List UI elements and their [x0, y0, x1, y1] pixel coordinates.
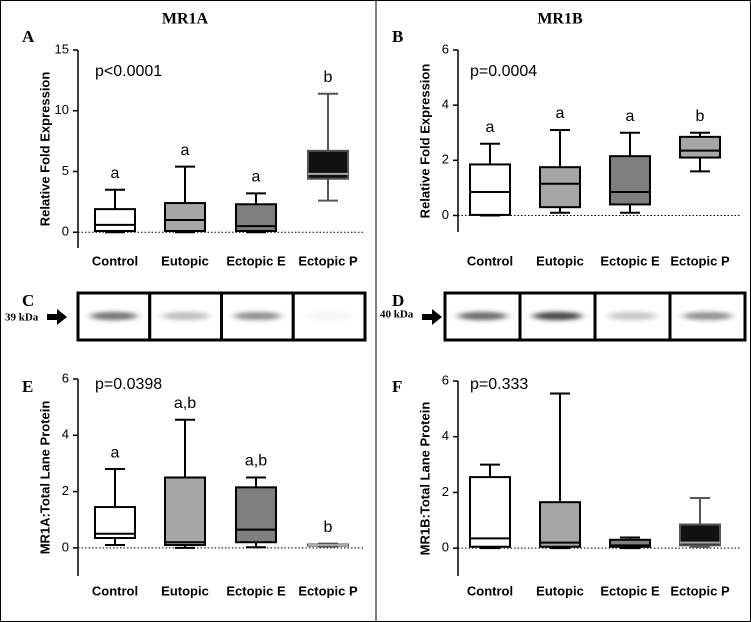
x-tick-label: Ectopic E — [600, 253, 660, 268]
y-tick-label: 5 — [62, 163, 69, 178]
significance-letter: a — [181, 142, 190, 159]
panel-label: E — [22, 377, 33, 396]
box — [164, 476, 206, 547]
panel-label: D — [392, 291, 404, 310]
y-axis-label: MR1B:Total Lane Protein — [417, 402, 432, 556]
significance-letter: a,b — [245, 453, 267, 470]
significance-letter: b — [696, 108, 705, 125]
x-tick-label: Control — [92, 583, 138, 598]
panel-label: B — [392, 27, 403, 46]
y-tick-label: 2 — [442, 152, 449, 167]
y-tick-label: 6 — [62, 370, 69, 385]
x-tick-label: Ectopic P — [670, 253, 730, 268]
y-tick-label: 0 — [62, 224, 69, 239]
blot-band — [90, 312, 138, 320]
box — [679, 523, 721, 547]
box — [94, 208, 136, 232]
panel-title: MR1A — [162, 11, 209, 28]
panel-label: A — [22, 27, 35, 46]
blot-band — [233, 312, 282, 320]
y-tick-label: 0 — [62, 539, 69, 554]
box — [609, 538, 651, 548]
significance-letter: a — [111, 444, 120, 461]
panel-label: F — [392, 377, 402, 396]
y-tick-label: 0 — [442, 207, 449, 222]
y-tick-label: 10 — [55, 102, 69, 117]
blot-band — [532, 312, 583, 320]
x-tick-label: Ectopic E — [226, 253, 286, 268]
y-axis-label: MR1A:Total Lane Protein — [37, 401, 52, 555]
blot-band — [305, 312, 353, 320]
panel-label: C — [22, 291, 34, 310]
significance-letter: a — [626, 108, 635, 125]
y-tick-label: 15 — [55, 41, 69, 56]
significance-letter: b — [324, 519, 333, 536]
box — [469, 476, 511, 548]
marker-label: 39 kDa — [5, 312, 39, 324]
x-tick-label: Eutopic — [536, 583, 584, 598]
significance-letter: a — [556, 105, 565, 122]
p-value: p<0.0001 — [95, 63, 162, 80]
y-axis-label: Relative Fold Expression — [417, 64, 432, 219]
significance-letter: a — [111, 165, 120, 182]
y-tick-label: 6 — [442, 372, 449, 387]
marker-arrow — [422, 309, 442, 325]
y-axis-label: Relative Fold Expression — [37, 72, 52, 227]
x-tick-label: Ectopic E — [600, 583, 660, 598]
p-value: p=0.333 — [470, 376, 528, 393]
marker-arrow — [47, 309, 67, 325]
x-tick-label: Ectopic P — [298, 253, 358, 268]
significance-letter: a — [486, 119, 495, 136]
blot-band — [682, 312, 733, 320]
x-tick-label: Ectopic E — [226, 583, 286, 598]
panel-title: MR1B — [537, 11, 583, 28]
x-tick-label: Control — [92, 253, 138, 268]
p-value: p=0.0004 — [470, 63, 537, 80]
blot-band — [607, 312, 658, 320]
significance-letter: a — [252, 169, 261, 186]
box — [609, 155, 651, 206]
blot-band — [161, 312, 210, 320]
marker-label: 40 kDa — [380, 309, 414, 321]
x-tick-label: Control — [467, 253, 513, 268]
significance-letter: b — [324, 69, 333, 86]
x-tick-label: Eutopic — [161, 583, 209, 598]
x-tick-label: Eutopic — [536, 253, 584, 268]
y-tick-label: 4 — [442, 97, 449, 112]
box — [539, 501, 581, 548]
x-tick-label: Control — [467, 583, 513, 598]
blot-band — [457, 312, 508, 320]
y-tick-label: 2 — [62, 483, 69, 498]
box — [679, 135, 721, 159]
y-tick-label: 6 — [442, 41, 449, 56]
y-tick-label: 4 — [62, 427, 69, 442]
x-tick-label: Ectopic P — [670, 583, 730, 598]
y-tick-label: 2 — [442, 484, 449, 499]
box — [164, 202, 206, 232]
p-value: p=0.0398 — [95, 376, 162, 393]
y-tick-label: 4 — [442, 428, 449, 443]
box — [469, 163, 511, 216]
significance-letter: a,b — [174, 395, 196, 412]
box — [235, 486, 277, 544]
y-tick-label: 0 — [442, 540, 449, 555]
x-tick-label: Ectopic P — [298, 583, 358, 598]
x-tick-label: Eutopic — [161, 253, 209, 268]
box — [539, 166, 581, 209]
